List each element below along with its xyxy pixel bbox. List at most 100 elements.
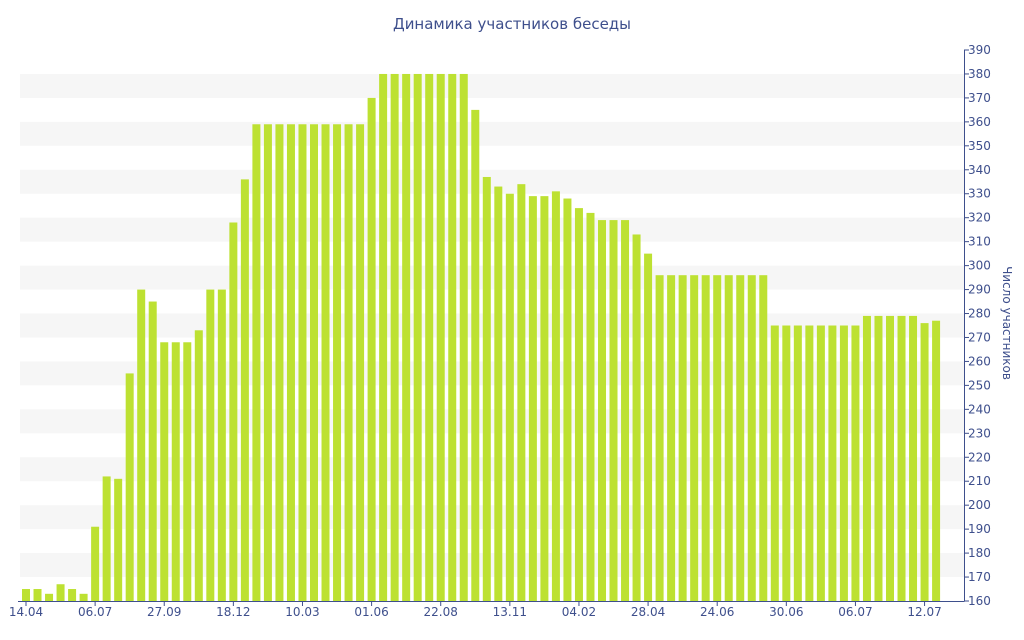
bar <box>816 325 825 601</box>
bar <box>897 315 906 601</box>
bar <box>551 191 560 601</box>
x-tick-label: 01.06 <box>354 605 388 619</box>
bar <box>724 275 733 601</box>
bar <box>874 315 883 601</box>
bar <box>367 97 376 601</box>
bar <box>194 330 203 601</box>
bar <box>459 73 468 601</box>
bar <box>713 275 722 601</box>
bar <box>609 220 618 601</box>
bar <box>517 184 526 601</box>
y-tick-label: 360 <box>968 115 991 129</box>
x-tick-label: 12.07 <box>907 605 941 619</box>
bar <box>217 289 226 601</box>
y-tick-label: 260 <box>968 354 991 368</box>
grid-band <box>20 217 964 242</box>
y-tick-label: 290 <box>968 283 991 297</box>
y-tick-label: 370 <box>968 91 991 105</box>
y-tick-label: 280 <box>968 307 991 321</box>
y-tick-label: 350 <box>968 139 991 153</box>
bar <box>770 325 779 601</box>
y-axis-label: Число участников <box>1000 266 1014 380</box>
bar <box>114 478 123 601</box>
bar <box>79 593 88 601</box>
y-tick-label: 380 <box>968 67 991 81</box>
x-tick-label: 13.11 <box>493 605 527 619</box>
bar <box>701 275 710 601</box>
bar <box>621 220 630 601</box>
y-tick-label: 160 <box>968 594 991 608</box>
x-tick-label: 24.06 <box>700 605 734 619</box>
x-tick-label: 30.06 <box>769 605 803 619</box>
bar <box>528 196 537 601</box>
chart-title: Динамика участников беседы <box>393 15 631 33</box>
bar <box>886 315 894 601</box>
y-tick-label: 300 <box>968 259 991 273</box>
bar <box>379 73 388 601</box>
y-tick-label: 310 <box>968 235 991 249</box>
x-tick-label: 18.12 <box>216 605 250 619</box>
y-tick-label: 240 <box>968 402 991 416</box>
y-tick-label: 250 <box>968 378 991 392</box>
bar <box>793 325 802 601</box>
bar <box>310 124 318 602</box>
bar <box>171 342 180 601</box>
bar <box>540 196 549 601</box>
bar <box>240 179 249 601</box>
bar <box>137 289 146 601</box>
x-tick-label: 10.03 <box>285 605 319 619</box>
bar <box>91 526 100 601</box>
bar <box>505 193 514 602</box>
bar <box>448 73 457 601</box>
bar <box>909 315 918 601</box>
y-tick-label: 320 <box>968 211 991 225</box>
bar <box>782 325 791 601</box>
bar <box>828 325 837 601</box>
y-tick-label: 190 <box>968 522 991 536</box>
bar <box>655 275 664 601</box>
bar <box>263 124 272 602</box>
y-tick-label: 340 <box>968 163 991 177</box>
bar <box>851 325 860 601</box>
bar <box>805 325 814 601</box>
bar <box>160 342 169 601</box>
bar <box>68 589 77 601</box>
bar <box>148 301 157 601</box>
y-tick-label: 270 <box>968 330 991 344</box>
x-tick-label: 06.07 <box>78 605 112 619</box>
bar <box>206 289 215 601</box>
bar <box>644 253 653 601</box>
y-tick-label: 330 <box>968 187 991 201</box>
bar <box>747 275 756 601</box>
grid-band <box>20 73 964 98</box>
y-tick-label: 200 <box>968 498 991 512</box>
grid-band <box>20 265 964 290</box>
bar <box>436 73 445 601</box>
bar <box>402 73 411 601</box>
bar <box>574 208 583 602</box>
bar <box>482 176 491 601</box>
x-tick-label: 22.08 <box>424 605 458 619</box>
bar <box>286 124 295 602</box>
x-ticks: 14.04 06.07 27.09 18.12 10.03 01.06 22.08 13.11… <box>9 601 942 619</box>
bar <box>22 589 30 601</box>
bar <box>321 124 330 602</box>
y-tick-label: 220 <box>968 450 991 464</box>
bar <box>494 186 503 602</box>
bar <box>33 589 42 601</box>
bar <box>736 275 745 601</box>
y-tick-label: 210 <box>968 474 991 488</box>
bar <box>667 275 676 601</box>
bar <box>839 325 848 601</box>
x-tick-label: 14.04 <box>9 605 43 619</box>
y-tick-label: 170 <box>968 570 991 584</box>
bar <box>759 275 768 601</box>
y-tick-label: 180 <box>968 546 991 560</box>
bar <box>862 315 871 601</box>
y-ticks: 160 170 180 190 200 210 220 230 240 250 260 270 280 2… <box>964 43 991 608</box>
bar <box>125 373 134 601</box>
bar <box>344 124 353 602</box>
bar <box>229 222 238 602</box>
bar <box>413 73 422 601</box>
